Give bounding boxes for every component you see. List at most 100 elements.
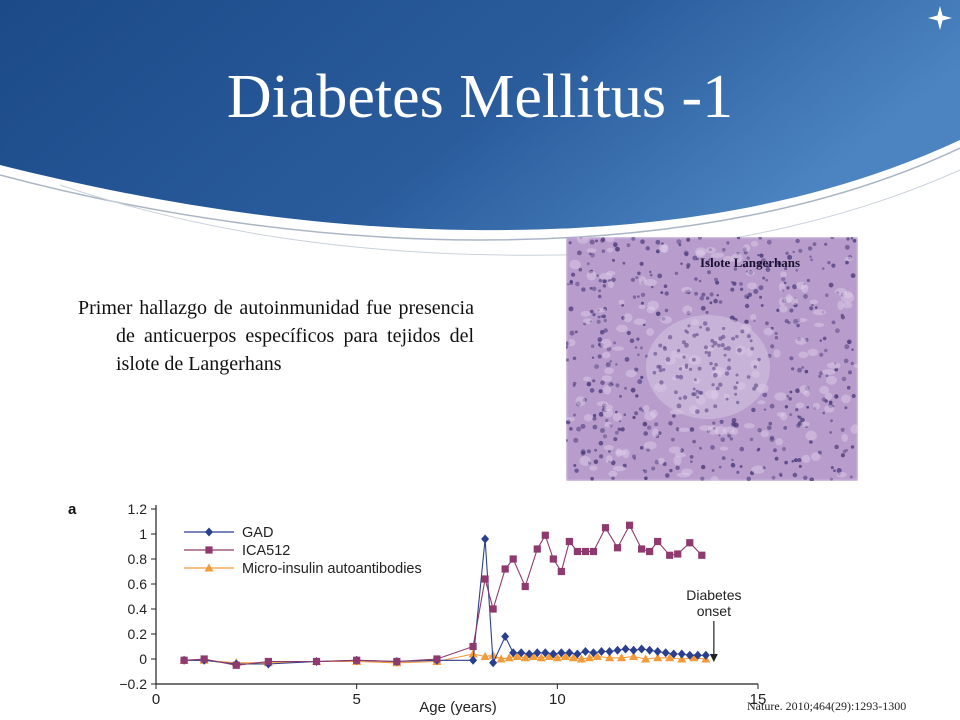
cell-nucleus [720,437,726,442]
data-point [469,642,477,651]
cell-nucleus [626,243,631,248]
cell-nucleus [630,277,635,282]
cell-cytoplasm [616,324,628,333]
data-point [200,655,208,663]
cell-nucleus [669,468,673,473]
cell-nucleus [574,330,578,334]
cell-cytoplasm [650,409,658,418]
x-tick-label: 10 [549,691,566,708]
cell-nucleus [593,459,599,465]
cell-nucleus [739,282,743,286]
cell-cytoplasm [604,367,615,375]
cell-nucleus [761,258,766,263]
cell-nucleus [639,261,644,266]
cell-cytoplasm [608,470,618,477]
islet-cell-nucleus [662,346,668,351]
legend-marker [205,546,213,554]
cell-cytoplasm [722,426,735,435]
cell-nucleus [798,415,802,420]
cell-cytoplasm [699,425,712,431]
data-point [601,524,610,532]
cell-nucleus [595,239,598,243]
cell-cytoplasm [580,310,591,317]
data-point [489,605,497,613]
cell-nucleus [686,237,691,242]
data-point [433,655,441,663]
cell-nucleus [778,472,783,477]
cell-nucleus [641,280,646,285]
cell-nucleus [769,436,775,442]
cell-nucleus [758,285,764,291]
cell-cytoplasm [719,446,729,451]
data-point [669,649,678,659]
cell-cytoplasm [780,271,787,278]
islet-cell-nucleus [702,321,708,326]
data-point [501,565,509,573]
cell-nucleus [707,270,711,275]
cell-cytoplasm [710,476,719,481]
cell-cytoplasm [837,300,845,311]
cell-nucleus [572,356,577,361]
cell-nucleus [774,332,778,335]
cell-nucleus [635,276,639,279]
title-banner [0,0,960,256]
cell-cytoplasm [657,457,665,465]
cell-nucleus [566,344,569,349]
data-point [677,649,686,659]
cell-cytoplasm [595,307,606,313]
cell-nucleus [809,440,813,444]
cell-nucleus [791,367,795,371]
cell-nucleus [739,465,743,468]
islet-cell-nucleus [718,336,723,341]
islet-cell-nucleus [652,370,657,375]
x-tick-label: 0 [152,691,160,708]
cell-cytoplasm [605,455,613,464]
cell-nucleus [598,440,604,446]
cell-cytoplasm [660,316,672,324]
cell-nucleus [786,286,790,290]
cell-cytoplasm [638,276,647,286]
data-point [645,645,654,655]
cell-nucleus [605,418,609,423]
cell-cytoplasm [824,405,835,413]
cell-nucleus [819,371,823,376]
data-point [517,648,526,658]
cell-nucleus [803,283,806,286]
cell-cytoplasm [807,348,819,356]
cell-nucleus [618,419,622,423]
cell-nucleus [668,421,673,426]
data-point [641,654,651,663]
chart-axes: −0.2 0 0.2 0.4 0.6 0.8 1 1.2 0 5 10 15 [119,501,766,708]
islet-cell-nucleus [753,383,759,388]
cell-nucleus [663,284,668,288]
cell-nucleus [639,346,643,350]
cell-nucleus [700,476,705,481]
data-point [496,654,506,663]
cell-nucleus [686,310,691,315]
cell-nucleus [733,267,738,271]
islet-cell-nucleus [713,404,718,409]
data-point [613,645,622,655]
cell-nucleus [736,470,740,474]
cell-nucleus [592,313,596,317]
cell-cytoplasm [841,433,848,442]
cell-nucleus [833,469,836,472]
cell-nucleus [603,328,608,333]
cell-nucleus [818,374,822,378]
y-tick-label: 0 [139,651,147,667]
y-tick-label: 0.8 [128,551,148,567]
cell-nucleus [640,292,646,297]
cell-nucleus [821,397,826,402]
cell-cytoplasm [583,318,593,324]
cell-cytoplasm [786,293,793,303]
y-tick-label: −0.2 [119,676,147,692]
cell-cytoplasm [750,240,759,247]
data-point [541,531,549,539]
cell-nucleus [609,423,613,428]
cell-nucleus [566,341,570,346]
data-point [521,582,529,591]
islet-cell-nucleus [735,373,739,377]
cell-cytoplasm [612,346,625,351]
cell-nucleus [713,298,718,304]
cell-nucleus [579,237,583,240]
